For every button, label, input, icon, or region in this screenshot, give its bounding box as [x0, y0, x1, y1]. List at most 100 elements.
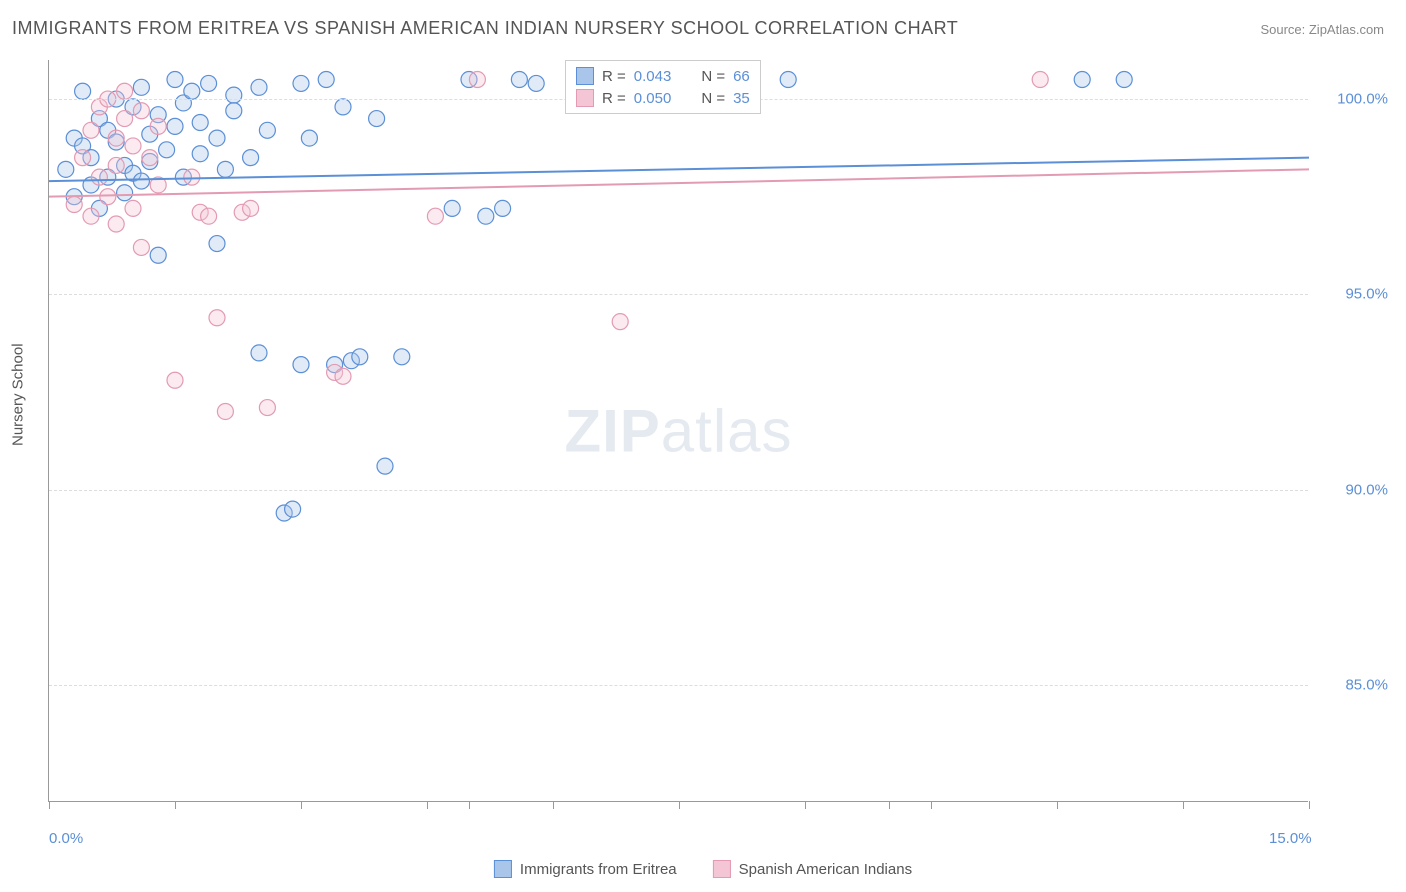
data-point: [1074, 72, 1090, 88]
data-point: [167, 72, 183, 88]
source-label: Source: ZipAtlas.com: [1260, 22, 1384, 37]
legend-label: Immigrants from Eritrea: [520, 861, 677, 878]
gridline: [49, 685, 1308, 686]
legend-item: Immigrants from Eritrea: [494, 860, 677, 878]
data-point: [1032, 72, 1048, 88]
y-tick-label: 85.0%: [1318, 676, 1388, 693]
data-point: [201, 75, 217, 91]
legend-r-value: 0.043: [634, 68, 672, 85]
data-point: [612, 314, 628, 330]
data-point: [91, 169, 107, 185]
legend-row: R =0.050N =35: [576, 87, 750, 109]
legend-r-label: R =: [602, 90, 626, 107]
data-point: [217, 161, 233, 177]
x-tick-mark: [49, 801, 50, 809]
data-point: [184, 83, 200, 99]
data-point: [478, 208, 494, 224]
data-point: [209, 310, 225, 326]
data-point: [133, 173, 149, 189]
data-point: [142, 150, 158, 166]
data-point: [469, 72, 485, 88]
gridline: [49, 294, 1308, 295]
x-tick-mark: [805, 801, 806, 809]
data-point: [133, 103, 149, 119]
data-point: [335, 368, 351, 384]
data-point: [133, 239, 149, 255]
data-point: [293, 357, 309, 373]
data-point: [58, 161, 74, 177]
x-tick-mark: [1057, 801, 1058, 809]
data-point: [285, 501, 301, 517]
legend-item: Spanish American Indians: [713, 860, 912, 878]
legend-correlation: R =0.043N =66R =0.050N =35: [565, 60, 761, 114]
legend-r-value: 0.050: [634, 90, 672, 107]
data-point: [335, 99, 351, 115]
data-point: [83, 208, 99, 224]
data-point: [293, 75, 309, 91]
data-point: [427, 208, 443, 224]
data-point: [780, 72, 796, 88]
y-tick-label: 100.0%: [1318, 91, 1388, 108]
data-point: [511, 72, 527, 88]
chart-svg: [49, 60, 1308, 801]
x-tick-mark: [1183, 801, 1184, 809]
data-point: [83, 122, 99, 138]
x-tick-mark: [469, 801, 470, 809]
data-point: [100, 189, 116, 205]
data-point: [159, 142, 175, 158]
x-tick-mark: [553, 801, 554, 809]
x-tick-mark: [427, 801, 428, 809]
data-point: [1116, 72, 1132, 88]
x-tick-mark: [889, 801, 890, 809]
x-tick-label: 15.0%: [1269, 830, 1312, 847]
data-point: [108, 130, 124, 146]
data-point: [394, 349, 410, 365]
x-tick-mark: [1309, 801, 1310, 809]
x-tick-mark: [679, 801, 680, 809]
data-point: [75, 83, 91, 99]
chart-title: IMMIGRANTS FROM ERITREA VS SPANISH AMERI…: [12, 18, 958, 39]
y-axis-label: Nursery School: [10, 343, 27, 446]
data-point: [201, 208, 217, 224]
data-point: [318, 72, 334, 88]
plot-area: ZIPatlas 85.0%90.0%95.0%100.0%0.0%15.0%: [48, 60, 1308, 802]
trend-line: [49, 169, 1309, 196]
legend-swatch: [576, 89, 594, 107]
data-point: [226, 87, 242, 103]
x-tick-mark: [301, 801, 302, 809]
data-point: [150, 247, 166, 263]
trend-line: [49, 158, 1309, 181]
data-point: [125, 138, 141, 154]
data-point: [369, 111, 385, 127]
data-point: [217, 403, 233, 419]
legend-label: Spanish American Indians: [739, 861, 912, 878]
data-point: [192, 146, 208, 162]
data-point: [243, 200, 259, 216]
x-tick-mark: [931, 801, 932, 809]
legend-swatch: [713, 860, 731, 878]
data-point: [209, 130, 225, 146]
legend-series: Immigrants from Eritrea Spanish American …: [494, 860, 912, 878]
data-point: [108, 157, 124, 173]
legend-row: R =0.043N =66: [576, 65, 750, 87]
legend-swatch: [576, 67, 594, 85]
data-point: [209, 236, 225, 252]
legend-r-label: R =: [602, 68, 626, 85]
x-tick-mark: [175, 801, 176, 809]
data-point: [117, 185, 133, 201]
data-point: [377, 458, 393, 474]
data-point: [352, 349, 368, 365]
data-point: [117, 83, 133, 99]
legend-n-label: N =: [701, 68, 725, 85]
data-point: [259, 122, 275, 138]
gridline: [49, 490, 1308, 491]
data-point: [528, 75, 544, 91]
data-point: [75, 150, 91, 166]
data-point: [259, 400, 275, 416]
data-point: [66, 196, 82, 212]
data-point: [444, 200, 460, 216]
data-point: [495, 200, 511, 216]
data-point: [167, 118, 183, 134]
legend-swatch: [494, 860, 512, 878]
data-point: [251, 79, 267, 95]
